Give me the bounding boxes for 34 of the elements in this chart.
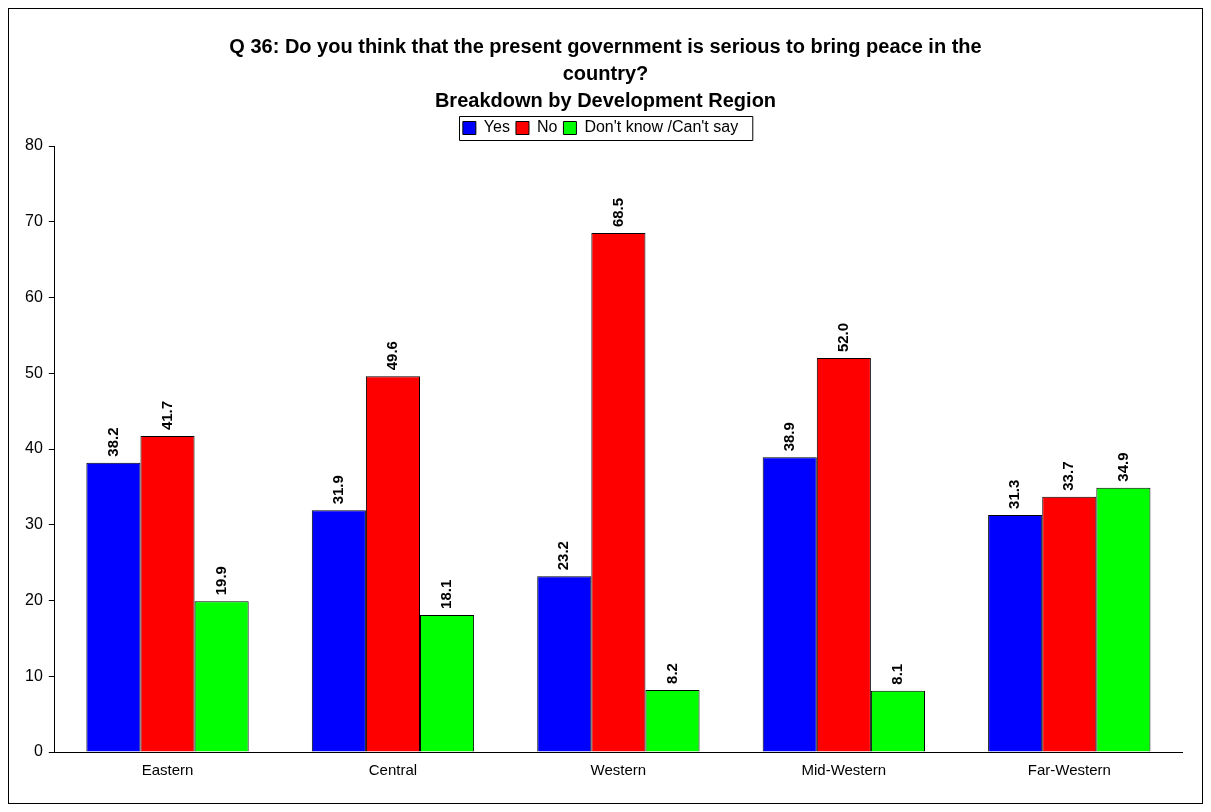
data-label: 8.1: [888, 663, 906, 685]
data-label: 52.0: [833, 322, 851, 353]
y-tick-label: 70: [25, 212, 43, 230]
y-tick-label: 80: [25, 136, 43, 154]
data-label: 18.1: [437, 579, 455, 609]
legend-label: No: [536, 118, 558, 136]
chart-subtitle: Breakdown by Development Region: [433, 88, 778, 113]
data-label: 41.7: [157, 400, 175, 431]
x-tick-label: Far-Western: [1027, 761, 1111, 779]
legend-label: Yes: [483, 118, 510, 136]
data-label: 8.2: [662, 663, 680, 684]
y-tick-label: 20: [25, 590, 43, 608]
x-tick-label: Central: [368, 761, 418, 779]
y-tick-label: 40: [25, 439, 43, 457]
x-tick-label: Mid-Western: [801, 761, 887, 779]
data-label: 38.2: [103, 427, 121, 457]
chart-title: Q 36: Do you think that the present government is serious to bring peace in the country?: [228, 34, 983, 86]
data-label: 68.5: [608, 197, 626, 228]
data-label: 31.3: [1005, 479, 1023, 509]
data-label: 49.6: [383, 341, 401, 371]
y-tick-label: 10: [25, 666, 43, 684]
y-tick-label: 0: [33, 742, 43, 760]
legend-label: Don't know /Can't say: [584, 118, 739, 136]
x-tick-label: Western: [590, 761, 647, 779]
data-label: 38.9: [779, 422, 797, 452]
y-tick-label: 30: [25, 515, 43, 533]
data-label: 33.7: [1059, 461, 1077, 491]
y-tick-label: 60: [25, 287, 43, 305]
data-label: 19.9: [211, 566, 229, 596]
y-tick-label: 50: [25, 363, 43, 381]
x-tick-label: Eastern: [141, 761, 194, 779]
data-label: 23.2: [554, 541, 572, 571]
data-label: 34.9: [1113, 452, 1131, 482]
data-label: 31.9: [328, 475, 346, 505]
